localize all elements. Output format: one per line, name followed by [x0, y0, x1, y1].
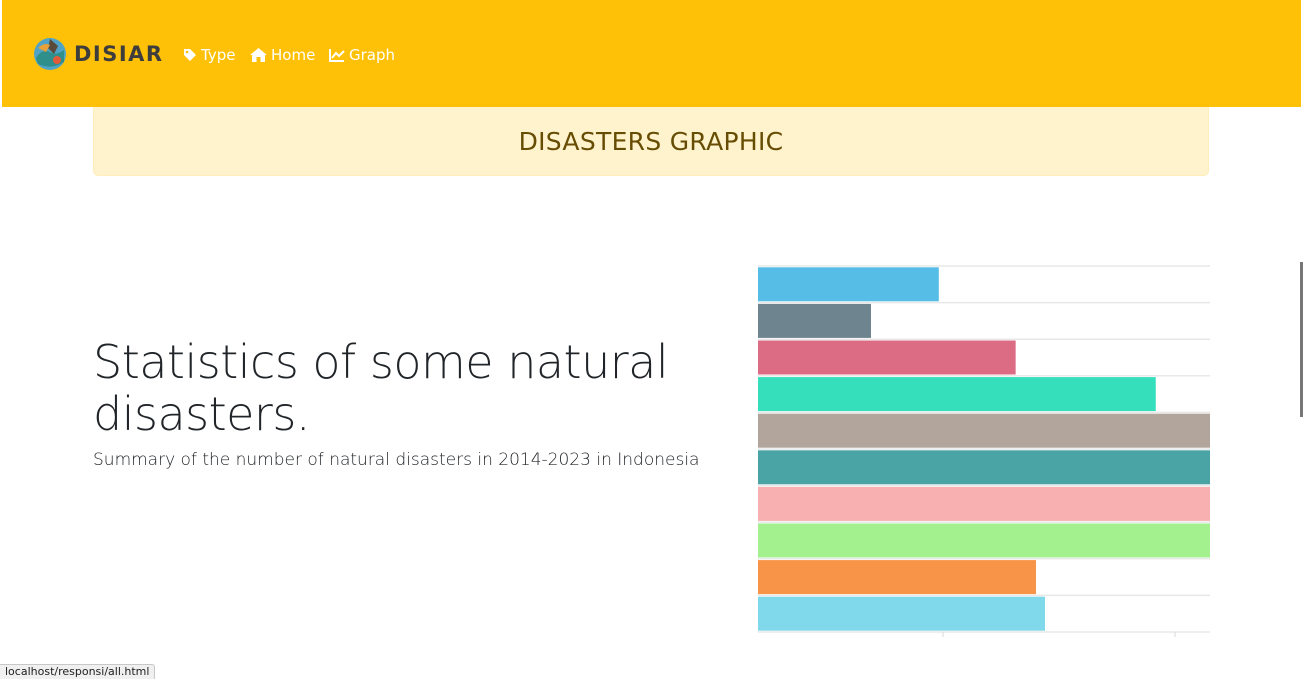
nav-link-home[interactable]: Home [250, 44, 315, 66]
nav-link-label: Type [201, 46, 236, 64]
home-icon [250, 48, 267, 62]
chart-bar[interactable] [758, 486, 1210, 521]
nav-link-type[interactable]: Type [183, 44, 235, 66]
chart-bar[interactable] [758, 377, 1156, 412]
chart-bar[interactable] [758, 596, 1046, 631]
chart-bar[interactable] [758, 450, 1210, 485]
nav-link-label: Graph [349, 46, 396, 64]
brand-name[interactable]: DISIAR [74, 42, 164, 66]
nav-link-graph[interactable]: Graph [329, 44, 395, 66]
disiar-logo-icon[interactable] [32, 36, 68, 72]
chart-bar[interactable] [758, 267, 939, 302]
line-chart-icon [329, 49, 345, 62]
hero-subtitle: Summary of the number of natural disaste… [93, 450, 700, 470]
hero-headline: Statistics of some natural disasters. [93, 335, 669, 441]
tag-icon [184, 49, 196, 61]
chart-bar[interactable] [758, 523, 1210, 558]
navbar: DISIAR Type Home Graph [2, 0, 1301, 107]
chart-bar[interactable] [758, 413, 1210, 448]
chart-bar[interactable] [758, 340, 1016, 375]
status-bar-url: localhost/responsi/all.html [0, 664, 156, 679]
scrollbar[interactable] [1300, 262, 1303, 417]
nav-link-label: Home [271, 46, 316, 64]
page-banner: DISASTERS GRAPHIC [93, 107, 1209, 176]
disasters-bar-chart [758, 265, 1210, 637]
chart-bar[interactable] [758, 303, 871, 338]
banner-title: DISASTERS GRAPHIC [518, 126, 784, 156]
chart-bar[interactable] [758, 560, 1036, 595]
